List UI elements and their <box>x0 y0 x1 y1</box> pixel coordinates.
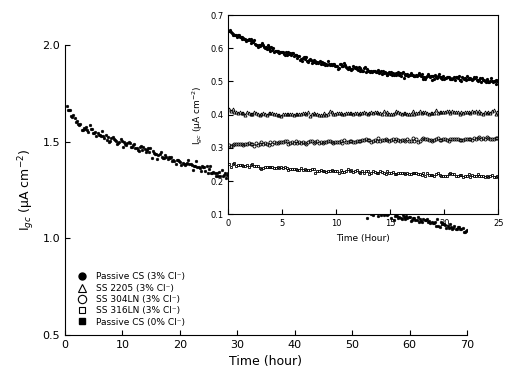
X-axis label: Time (hour): Time (hour) <box>229 355 303 368</box>
Y-axis label: I$_{gc}$ (μA cm$^{-2}$): I$_{gc}$ (μA cm$^{-2}$) <box>16 149 37 231</box>
Legend: Passive CS (3% Cl⁻), SS 2205 (3% Cl⁻), SS 304LN (3% Cl⁻), SS 316LN (3% Cl⁻), Pas: Passive CS (3% Cl⁻), SS 2205 (3% Cl⁻), S… <box>70 269 188 330</box>
X-axis label: Time (Hour): Time (Hour) <box>336 234 390 243</box>
Y-axis label: I$_{gc}$ (μA cm$^{-2}$): I$_{gc}$ (μA cm$^{-2}$) <box>190 85 204 144</box>
